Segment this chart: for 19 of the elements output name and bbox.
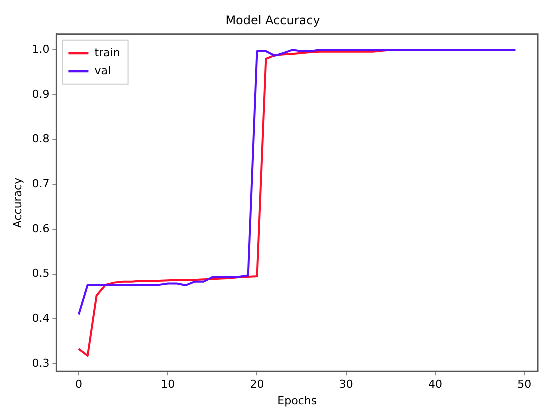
y-tick-label: 0.5 xyxy=(32,267,50,280)
legend-label: val xyxy=(94,64,112,78)
y-tick-label: 0.8 xyxy=(32,132,50,146)
y-tick-label: 0.6 xyxy=(32,222,50,236)
y-tick-label: 0.7 xyxy=(32,177,50,190)
legend-label: train xyxy=(94,46,120,60)
y-tick-label: 0.9 xyxy=(32,88,50,101)
x-tick-label: 50 xyxy=(518,378,532,392)
x-axis-title: Epochs xyxy=(278,394,318,408)
x-tick-label: 40 xyxy=(428,378,442,392)
x-tick-label: 10 xyxy=(161,378,176,392)
y-tick-label: 0.4 xyxy=(32,312,50,325)
x-tick-label: 20 xyxy=(250,378,264,392)
y-tick-label: 0.3 xyxy=(32,356,50,370)
y-tick-label: 1.0 xyxy=(32,42,50,56)
x-tick-label: 30 xyxy=(339,378,354,392)
chart-title: Model Accuracy xyxy=(226,13,320,28)
y-axis-title: Accuracy xyxy=(11,177,24,228)
x-tick-label: 0 xyxy=(75,378,82,392)
